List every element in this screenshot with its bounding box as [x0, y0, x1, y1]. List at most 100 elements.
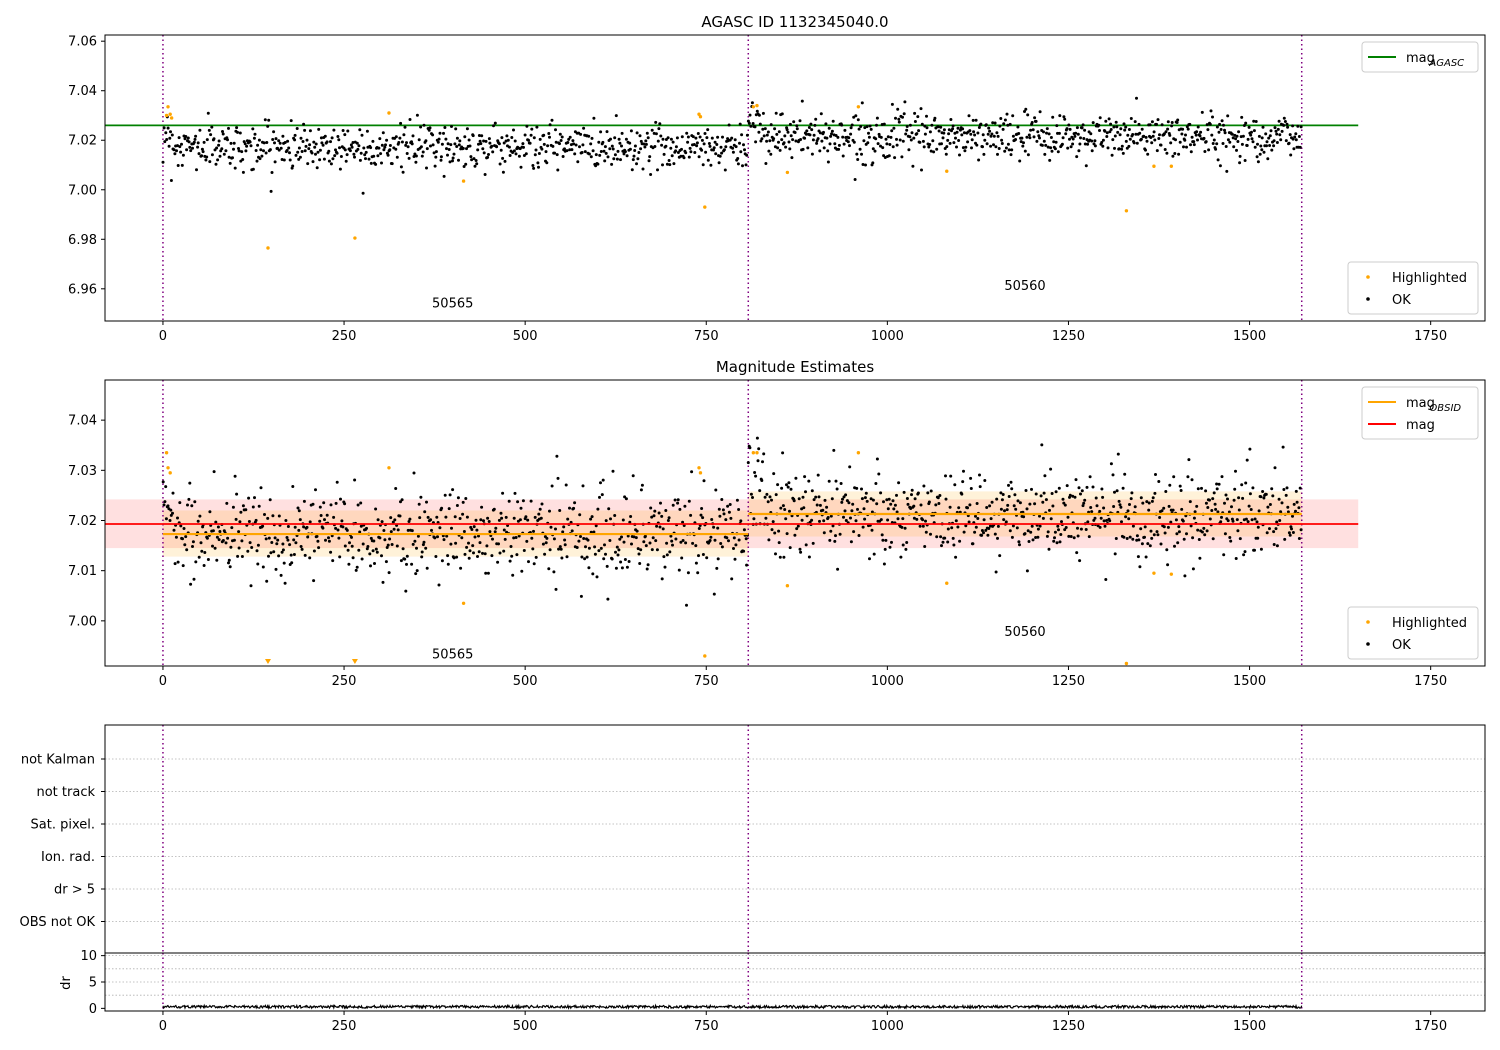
estimates-ok-point	[810, 518, 814, 522]
estimates-ok-point	[1128, 503, 1131, 506]
agasc-ok-point	[298, 155, 302, 159]
estimates-ok-point	[345, 528, 349, 532]
agasc-ok-point	[338, 146, 341, 150]
agasc-ok-point	[394, 135, 398, 139]
estimates-ok-point	[372, 539, 376, 543]
agasc-ok-point	[308, 143, 312, 147]
estimates-ok-point	[594, 524, 598, 528]
estimates-ok-point	[332, 515, 336, 519]
estimates-ok-point	[1007, 483, 1010, 487]
agasc-ok-point	[660, 143, 664, 147]
agasc-ok-point	[773, 127, 777, 131]
agasc-xtick-label-7: 1750	[1414, 329, 1447, 344]
agasc-ok-point	[1275, 132, 1279, 136]
estimates-ok-point	[690, 470, 694, 474]
flag-label-0: not Kalman	[21, 753, 95, 768]
estimates-ok-point	[483, 552, 487, 556]
agasc-ok-point	[1057, 131, 1061, 135]
agasc-ok-point	[1185, 125, 1189, 129]
estimates-highlighted-point	[945, 581, 949, 585]
agasc-ok-point	[657, 127, 661, 131]
estimates-ok-point	[422, 540, 426, 544]
estimates-ok-point	[191, 545, 194, 548]
estimates-ok-point	[879, 518, 883, 522]
agasc-ok-point	[1190, 135, 1194, 139]
agasc-ok-point	[358, 128, 362, 132]
agasc-ok-point	[566, 141, 570, 144]
estimates-ok-point	[1072, 536, 1076, 540]
agasc-ok-point	[217, 143, 221, 147]
agasc-ok-point	[1155, 149, 1159, 153]
estimates-ok-point	[1009, 480, 1013, 484]
agasc-ok-point	[892, 126, 896, 130]
agasc-ok-point	[648, 155, 652, 159]
agasc-ok-point	[1069, 145, 1073, 149]
agasc-ok-point	[766, 130, 770, 134]
agasc-ok-point	[956, 126, 960, 130]
estimates-ok-point	[162, 503, 166, 507]
estimates-ok-point	[1215, 487, 1219, 491]
estimates-ok-point	[229, 545, 233, 549]
estimates-ok-point	[1156, 533, 1160, 537]
estimates-ok-point	[248, 541, 252, 545]
estimates-ok-point	[217, 538, 221, 542]
estimates-ok-point	[265, 579, 269, 583]
estimates-ok-point	[904, 547, 908, 551]
agasc-ok-point	[933, 116, 937, 120]
agasc-ok-point	[989, 144, 993, 148]
agasc-ok-point	[923, 124, 927, 128]
agasc-ok-point	[639, 147, 643, 151]
agasc-ok-point	[297, 157, 301, 161]
agasc-ok-point	[822, 130, 825, 134]
agasc-ok-point	[590, 136, 594, 140]
estimates-ok-point	[416, 534, 420, 538]
estimates-ok-point	[532, 562, 536, 566]
agasc-ok-point	[624, 137, 628, 141]
estimates-ok-point	[752, 517, 756, 521]
agasc-ok-point	[512, 149, 516, 153]
estimates-ok-point	[171, 511, 174, 515]
estimates-ok-point	[745, 563, 749, 567]
estimates-ok-point	[679, 540, 683, 544]
agasc-ok-point	[811, 138, 815, 142]
estimates-ok-point	[1063, 503, 1067, 507]
agasc-ok-point	[676, 151, 680, 154]
agasc-ok-point	[805, 129, 809, 133]
estimates-ok-point	[660, 514, 664, 518]
agasc-ok-point	[744, 163, 748, 167]
estimates-ok-point	[976, 517, 980, 520]
estimates-ok-point	[256, 562, 260, 566]
estimates-ok-point	[830, 497, 834, 501]
agasc-ok-point	[1071, 142, 1075, 146]
estimates-ok-point	[315, 534, 319, 538]
estimates-ok-point	[609, 517, 612, 521]
estimates-ok-point	[1139, 527, 1143, 531]
agasc-highlighted-point	[698, 115, 703, 119]
agasc-ok-point	[594, 153, 598, 157]
agasc-ok-point	[1291, 124, 1295, 128]
estimates-ok-point	[408, 517, 412, 521]
estimates-ok-point	[924, 530, 928, 534]
estimates-ok-point	[1244, 517, 1248, 521]
agasc-ok-point	[524, 152, 528, 156]
estimates-ok-point	[999, 491, 1003, 495]
agasc-ok-point	[530, 127, 534, 131]
estimates-ok-point	[637, 552, 641, 556]
agasc-ok-point	[483, 173, 487, 176]
estimates-ok-point	[454, 541, 458, 545]
agasc-xtick-label-3: 750	[694, 329, 719, 344]
agasc-ok-point	[1242, 124, 1246, 127]
agasc-ok-point	[501, 170, 505, 174]
estimates-ok-point	[564, 483, 568, 487]
estimates-ok-point	[1088, 475, 1092, 479]
agasc-ok-point	[1150, 141, 1154, 145]
estimates-ok-point	[968, 503, 972, 507]
estimates-ok-point	[651, 536, 655, 540]
estimates-ok-point	[318, 519, 322, 523]
agasc-ok-point	[404, 143, 408, 147]
estimates-ok-point	[1118, 503, 1122, 507]
estimates-ok-point	[770, 498, 773, 502]
dr-xtick-label-3: 750	[694, 1019, 719, 1034]
estimates-ok-point	[317, 546, 321, 550]
